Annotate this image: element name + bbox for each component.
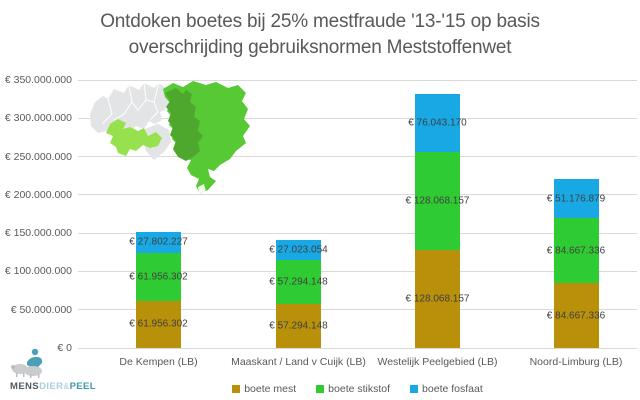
logo-text-amp: &	[63, 382, 70, 391]
gridline	[78, 117, 637, 119]
bar-column: € 84.667.336 € 84.667.336 € 51.176.879	[547, 179, 605, 348]
data-label: € 61.956.302	[129, 318, 188, 330]
gridline	[78, 270, 637, 272]
legend: boete mest boete stikstof boete fosfaat	[78, 381, 637, 397]
data-label: € 84.667.336	[546, 245, 606, 257]
y-axis-tick-label: € 100.000.000	[4, 265, 72, 278]
gridline	[78, 79, 637, 81]
bar-segment-boete-mest: € 57.294.148	[269, 304, 328, 348]
legend-swatch-icon	[316, 385, 325, 393]
bar-segment-boete-stikstof: € 57.294.148	[269, 260, 328, 305]
data-label: € 128.068.157	[405, 195, 470, 207]
legend-label: boete mest	[244, 383, 297, 395]
y-axis-tick-label: € 150.000.000	[4, 227, 72, 240]
bar-segment-boete-fosfaat: € 51.176.879	[547, 179, 605, 219]
data-label: € 61.956.302	[129, 271, 188, 283]
x-axis-category-label: Westelijk Peelgebied (LB)	[377, 356, 498, 368]
bar-segment-boete-mest: € 128.068.157	[406, 249, 469, 348]
legend-label: boete fosfaat	[422, 383, 483, 395]
bar-segment-boete-stikstof: € 128.068.157	[406, 151, 469, 250]
bar-segment-boete-stikstof: € 61.956.302	[129, 253, 188, 301]
logo-person-body-icon	[27, 356, 43, 368]
bar-segment-boete-mest: € 61.956.302	[129, 300, 188, 348]
region-map	[88, 80, 253, 198]
gridline	[78, 194, 637, 196]
gridline	[78, 347, 637, 349]
legend-item-boete-fosfaat: boete fosfaat	[410, 383, 483, 395]
mensdierenpeel-logo: MENSDIER&PEEL	[8, 348, 96, 396]
legend-swatch-icon	[232, 385, 241, 393]
map-notch	[198, 184, 206, 194]
bar-segment-boete-fosfaat: € 27.802.227	[129, 231, 188, 254]
x-axis-category-label: De Kempen (LB)	[119, 356, 198, 368]
data-label: € 57.294.148	[269, 276, 328, 288]
legend-label: boete stikstof	[328, 383, 391, 395]
logo-text-mens: MENS	[10, 381, 40, 392]
bar-segment-boete-mest: € 84.667.336	[547, 283, 605, 348]
logo-text-dier: DIER	[39, 381, 64, 392]
data-label: € 27.023.054	[269, 244, 328, 256]
bar-segment-boete-fosfaat: € 27.023.054	[269, 239, 328, 261]
map-region-de-kempen	[106, 119, 162, 156]
x-axis-category-label: Noord-Limburg (LB)	[529, 356, 623, 368]
legend-item-boete-mest: boete mest	[232, 383, 296, 395]
legend-swatch-icon	[410, 385, 419, 393]
y-axis-tick-label: € 350.000.000	[4, 74, 72, 86]
y-axis-tick-label: € 300.000.000	[4, 112, 72, 125]
data-label: € 76.043.170	[408, 117, 467, 129]
chart-title: Ontdoken boetes bij 25% mestfraude '13-'…	[0, 9, 640, 61]
bar-segment-boete-fosfaat: € 76.043.170	[408, 93, 467, 152]
logo-sheep-leg-icon	[38, 374, 40, 378]
logo-person-head-icon	[31, 348, 39, 356]
gridline	[78, 156, 637, 158]
legend-item-boete-stikstof: boete stikstof	[316, 383, 390, 395]
map-borders	[101, 82, 160, 125]
logo-sheep-head-icon	[11, 365, 15, 369]
map-region-peel-dark	[165, 88, 203, 161]
y-axis-tick-label: € 200.000.000	[4, 188, 72, 201]
logo-sheep-leg-icon	[23, 373, 25, 377]
region-map-svg	[90, 81, 250, 194]
logo-sheep-icon	[24, 366, 42, 376]
gridline	[78, 232, 637, 234]
data-label: € 57.294.148	[269, 320, 328, 332]
logo-wordmark: MENSDIER&PEEL	[10, 381, 96, 392]
data-label: € 27.802.227	[129, 236, 188, 248]
logo-sheep-leg-icon	[30, 374, 32, 378]
gridline	[78, 309, 637, 311]
data-label: € 51.176.879	[546, 193, 606, 205]
logo-icon	[11, 348, 43, 378]
bar-segment-boete-stikstof: € 84.667.336	[547, 218, 605, 284]
logo-text-peel: PEEL	[69, 381, 96, 392]
logo-sheep-icon	[12, 364, 28, 374]
bar-column: € 61.956.302 € 61.956.302 € 27.802.227	[129, 231, 188, 348]
chart-title-line1: Ontdoken boetes bij 25% mestfraude '13-'…	[100, 11, 540, 32]
y-axis-tick-label: € 250.000.000	[4, 150, 72, 163]
y-axis-tick-label: € 0	[57, 342, 72, 354]
x-axis-category-label: Maaskant / Land v Cuijk (LB)	[231, 356, 366, 368]
chart-title-line2: overschrijding gebruiksnormen Meststoffe…	[128, 37, 512, 58]
data-label: € 84.667.336	[546, 310, 606, 322]
bar-column: € 57.294.148 € 57.294.148 € 27.023.054	[269, 239, 328, 348]
logo-sheep-leg-icon	[16, 373, 18, 377]
bar-column: € 128.068.157 € 128.068.157 € 76.043.170	[406, 93, 469, 348]
data-label: € 128.068.157	[405, 293, 470, 305]
map-region-base	[90, 83, 169, 136]
y-axis-tick-label: € 50.000.000	[10, 303, 72, 316]
